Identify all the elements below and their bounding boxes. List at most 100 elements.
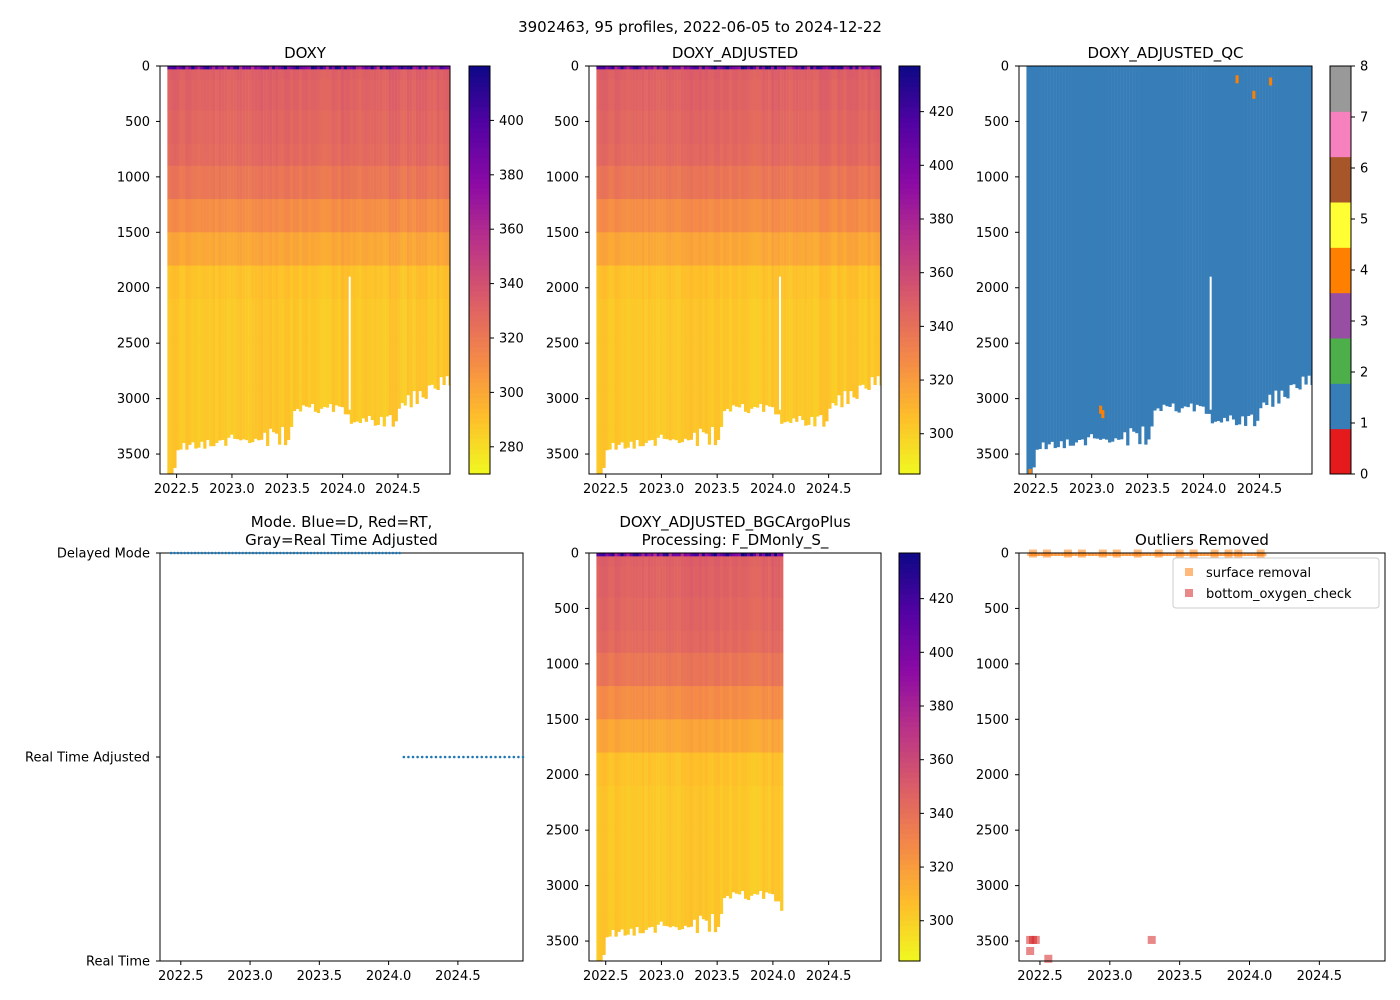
doxy-cell xyxy=(292,110,297,145)
doxy_adjusted-cell xyxy=(734,298,739,344)
bgc_plus-cell xyxy=(647,785,651,831)
doxy-cell xyxy=(364,165,368,200)
doxy_adjusted-cell xyxy=(701,298,706,344)
doxy_adjusted-cell xyxy=(611,79,615,111)
doxy_adjusted-cell xyxy=(623,69,627,80)
doxy_adjusted-cell xyxy=(762,298,766,344)
doxy_adjusted-cell xyxy=(689,265,694,300)
doxy-cell xyxy=(221,431,225,440)
bgc_plus-cell xyxy=(605,719,609,754)
doxy-cell xyxy=(218,69,222,80)
doxy_adjusted-cell xyxy=(792,387,796,419)
doxy-cell xyxy=(391,69,395,80)
doxy-colorbar-step xyxy=(469,407,490,414)
doxy_adjusted_qc-profile-column xyxy=(1268,66,1272,395)
doxy-cell xyxy=(334,387,339,406)
doxy_adjusted-cell xyxy=(632,343,636,389)
doxy_adjusted_qc-xtick-label: 2022.5 xyxy=(1013,482,1059,497)
doxy_adjusted-cell xyxy=(786,199,790,233)
doxy_adjusted-cell xyxy=(605,110,609,145)
doxy_adjusted-cell xyxy=(617,387,621,433)
bgc_plus-cell xyxy=(632,566,636,598)
bgc_plus-cell xyxy=(662,556,666,567)
doxy_adjusted-cell xyxy=(843,165,847,200)
doxy_adjusted-cell xyxy=(774,165,778,200)
doxy-cell xyxy=(418,232,422,267)
bgc_plus-cell xyxy=(707,597,712,632)
doxy-cell xyxy=(328,66,333,70)
doxy_adjusted-cell xyxy=(608,69,612,80)
bgc_plus-cell xyxy=(725,785,730,831)
doxy_adjusted-cell xyxy=(795,69,799,80)
doxy-cell xyxy=(355,265,359,300)
doxy_adjusted-cell xyxy=(734,69,739,80)
doxy-cell xyxy=(191,431,195,443)
doxy_adjusted-cell xyxy=(740,343,745,389)
doxy_adjusted-cell xyxy=(813,232,817,267)
doxy-cell xyxy=(301,79,306,111)
bgc_plus-cell xyxy=(605,597,609,632)
bgc_plus-cell xyxy=(731,752,736,787)
bgc_plus-cell xyxy=(716,652,721,687)
bgc_plus-cell xyxy=(614,830,618,876)
bgc_plus-cell xyxy=(656,566,660,598)
doxy-cell xyxy=(379,298,383,344)
doxy-cell xyxy=(218,232,222,267)
bgc_plus-cell xyxy=(632,630,636,654)
doxy_adjusted-cell xyxy=(650,69,654,80)
mode-point xyxy=(326,551,330,555)
doxy_adjusted-cell xyxy=(650,143,654,167)
doxy_adjusted-cell xyxy=(731,343,736,389)
doxy-cell xyxy=(269,79,273,111)
doxy-cell xyxy=(173,66,177,70)
doxy-cell xyxy=(439,69,443,80)
doxy_adjusted-cell xyxy=(858,298,862,344)
doxy-cell xyxy=(263,232,267,267)
doxy_adjusted-cell xyxy=(644,387,648,433)
doxy_adjusted_qc-colorbar-segment xyxy=(1330,202,1351,248)
bgc_plus-cell xyxy=(677,830,681,876)
bgc_plus-cell xyxy=(716,556,721,567)
doxy-colorbar-label: 340 xyxy=(499,277,524,292)
bgc_plus-cell xyxy=(671,630,675,654)
bgc_plus-cell xyxy=(740,752,745,787)
bgc_plus-cell xyxy=(605,830,609,876)
doxy_adjusted-cell xyxy=(725,143,730,167)
doxy-cell xyxy=(346,387,351,415)
outliers-surface-marker xyxy=(1125,553,1132,556)
bgc_plus-cell xyxy=(725,556,730,567)
doxy_adjusted-cell xyxy=(632,69,636,80)
doxy-cell xyxy=(415,199,419,233)
mode-xtick-label: 2022.5 xyxy=(158,969,204,984)
doxy_adjusted-cell xyxy=(707,69,712,80)
doxy_adjusted-cell xyxy=(876,232,880,267)
doxy_adjusted-cell xyxy=(873,143,877,167)
mode-point xyxy=(425,755,429,759)
doxy_adjusted-cell xyxy=(623,232,627,267)
doxy-cell xyxy=(266,110,270,145)
doxy-cell xyxy=(218,298,222,344)
doxy-cell xyxy=(179,143,183,167)
doxy-cell xyxy=(248,431,252,444)
doxy-colorbar-step xyxy=(469,244,490,251)
bgc_plus-cell xyxy=(701,686,706,720)
doxy-cell xyxy=(337,165,342,200)
doxy-cell xyxy=(182,79,186,111)
mode-ytick-label: Real Time xyxy=(86,955,150,970)
bgc_plus-cell xyxy=(780,752,784,787)
bgc_plus-cell xyxy=(674,686,678,720)
doxy_adjusted-cell xyxy=(596,343,600,389)
doxy_adjusted-cell xyxy=(864,298,868,344)
doxy_adjusted-cell xyxy=(837,165,841,200)
doxy_adjusted_qc-profile-column xyxy=(1056,66,1060,448)
doxy-colorbar-step xyxy=(469,106,490,113)
mode-point xyxy=(336,551,340,555)
doxy-cell xyxy=(266,69,270,80)
bgc_plus-cell xyxy=(692,918,697,920)
doxy-cell xyxy=(266,79,270,111)
outliers-title: Outliers Removed xyxy=(1135,531,1269,549)
doxy_adjusted-cell xyxy=(713,79,718,111)
doxy_adjusted-cell xyxy=(719,165,724,200)
doxy-cell xyxy=(430,298,434,344)
doxy_adjusted-cell xyxy=(617,66,621,70)
